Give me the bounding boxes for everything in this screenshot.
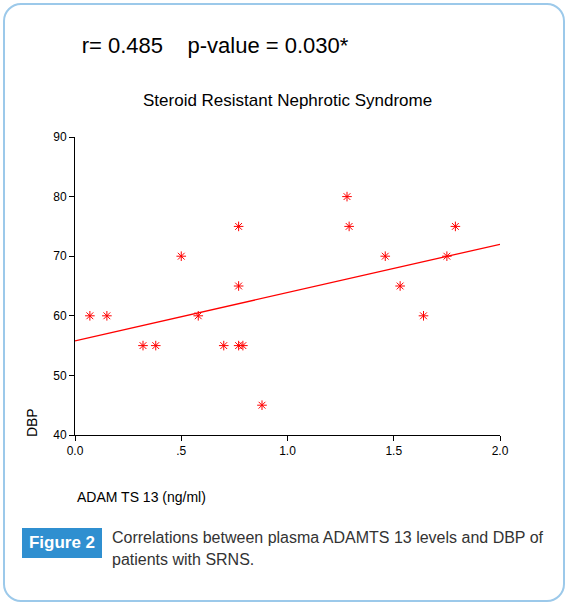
svg-text:r= 0.485 p-value = 0.030*: r= 0.485 p-value = 0.030* [82, 33, 349, 58]
svg-text:80: 80 [53, 190, 67, 204]
svg-text:70: 70 [53, 249, 67, 263]
svg-text:2.0: 2.0 [492, 444, 509, 458]
svg-text:.5: .5 [176, 444, 186, 458]
html-text:Figure 2: Figure 2 [28, 533, 96, 552]
svg-text:DBP: DBP [24, 408, 40, 437]
svg-text:40: 40 [53, 428, 67, 442]
svg-text:50: 50 [53, 369, 67, 383]
svg-text:90: 90 [53, 130, 67, 144]
svg-text:60: 60 [53, 309, 67, 323]
svg-text:1.0: 1.0 [279, 444, 296, 458]
html-text:Correlations between plasma AD: Correlations between plasma ADAMTS 13 le… [112, 529, 543, 568]
svg-text:1.5: 1.5 [385, 444, 402, 458]
svg-text:ADAM TS 13 (ng/ml): ADAM TS 13 (ng/ml) [77, 489, 206, 505]
svg-text:Steroid Resistant Nephrotic Sy: Steroid Resistant Nephrotic Syndrome [143, 91, 432, 110]
svg-text:0.0: 0.0 [67, 444, 84, 458]
